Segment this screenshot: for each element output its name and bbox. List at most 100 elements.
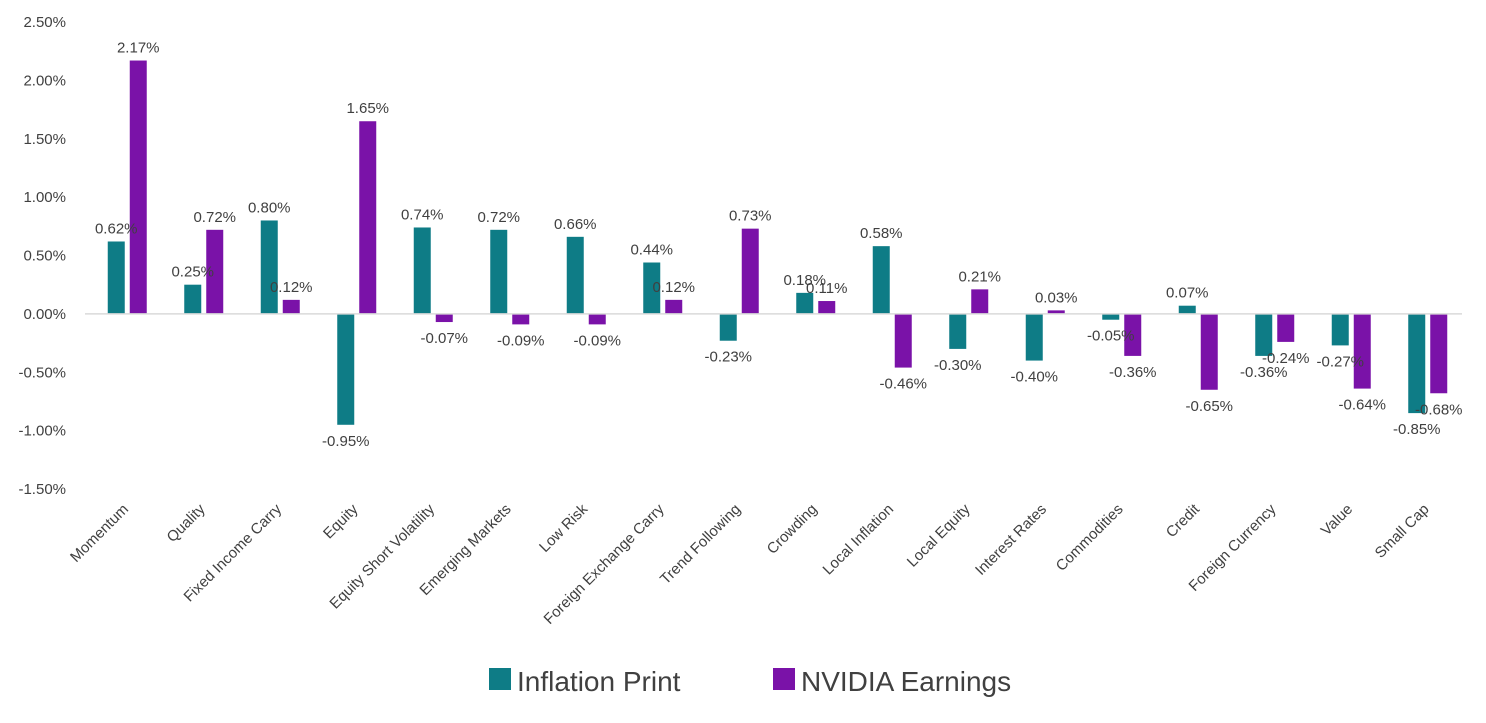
y-tick-label: 0.00% [23, 306, 66, 323]
data-label: 0.11% [806, 280, 847, 297]
data-labels: 0.62% 2.17% 0.25% 0.72% 0.80% 0.12% -0.95% 1.65… [95, 40, 1463, 450]
bar-nvidia-earnings [665, 299, 683, 314]
data-label: 0.74% [401, 206, 444, 223]
data-label: -0.68% [1415, 401, 1463, 418]
x-tick-label: Crowding [764, 501, 821, 558]
data-label: 0.07% [1166, 285, 1209, 302]
bar-inflation-print [1408, 313, 1426, 414]
x-tick-label: Momentum [67, 501, 132, 566]
bar-inflation-print [260, 220, 278, 314]
bar-nvidia-earnings [1430, 313, 1448, 394]
data-label: 0.58% [860, 225, 903, 242]
data-label: 0.18% [783, 272, 826, 289]
x-tick-label: Interest Rates [972, 501, 1050, 579]
bar-inflation-print [1102, 313, 1120, 320]
bar-nvidia-earnings [588, 313, 606, 325]
bar-nvidia-earnings [1200, 313, 1218, 390]
bar-nvidia-earnings [1124, 313, 1142, 356]
bar-inflation-print [1255, 313, 1273, 356]
data-label: -0.85% [1393, 421, 1441, 438]
x-tick-label: Credit [1163, 500, 1204, 541]
y-tick-label: 2.00% [23, 72, 66, 89]
bar-inflation-print [1025, 313, 1043, 361]
data-label: 0.12% [652, 279, 695, 296]
data-label: 0.72% [477, 209, 520, 226]
y-tick-label: -1.00% [18, 423, 66, 440]
data-label: 0.73% [729, 208, 772, 225]
data-label: 0.21% [958, 268, 1001, 285]
data-label: -0.09% [573, 332, 621, 349]
bar-inflation-print [490, 229, 508, 314]
bar-inflation-print [872, 246, 890, 314]
x-tick-label: Value [1318, 501, 1356, 539]
x-tick-label: Equity [320, 500, 362, 542]
data-label: 0.72% [193, 209, 236, 226]
data-label: -0.65% [1185, 398, 1233, 415]
y-tick-label: 1.00% [23, 189, 66, 206]
data-label: 0.80% [248, 199, 291, 216]
data-label: -0.24% [1262, 350, 1310, 367]
data-label: -0.46% [879, 376, 927, 393]
bar-nvidia-earnings [741, 228, 759, 314]
bar-nvidia-earnings [894, 313, 912, 368]
bar-inflation-print [949, 313, 967, 349]
data-label: -0.07% [420, 330, 468, 347]
data-label: -0.64% [1338, 397, 1386, 414]
data-label: -0.40% [1010, 369, 1058, 386]
y-tick-label: 0.50% [23, 248, 66, 265]
bar-inflation-print [1331, 313, 1349, 346]
data-label: 1.65% [346, 100, 389, 117]
x-tick-label: Local Equity [904, 500, 974, 570]
legend-label-inflation-print: Inflation Print [517, 666, 681, 697]
legend: Inflation Print NVIDIA Earnings [489, 666, 1011, 697]
data-label: 0.25% [171, 264, 214, 281]
bar-inflation-print [796, 292, 814, 314]
y-axis: 2.50% 2.00% 1.50% 1.00% 0.50% 0.00% -0.50% -1.0… [18, 14, 66, 498]
bar-nvidia-earnings [129, 60, 147, 314]
data-label: 0.44% [630, 242, 673, 259]
bar-inflation-print [643, 262, 661, 314]
x-tick-label: Small Cap [1372, 501, 1433, 562]
data-label: -0.30% [934, 357, 982, 374]
legend-swatch-inflation-print [489, 668, 511, 690]
y-tick-label: -1.50% [18, 481, 66, 498]
bar-nvidia-earnings [1353, 313, 1371, 389]
bar-nvidia-earnings [971, 289, 989, 314]
bar-inflation-print [184, 284, 202, 314]
bar-nvidia-earnings [282, 299, 300, 314]
data-label: -0.27% [1316, 353, 1364, 370]
bar-inflation-print [1178, 305, 1196, 314]
bar-nvidia-earnings [206, 229, 224, 314]
bar-nvidia-earnings [435, 313, 453, 323]
data-label: -0.36% [1109, 364, 1157, 381]
data-label: -0.05% [1087, 328, 1135, 345]
x-tick-label: Quality [164, 500, 209, 545]
bars [107, 60, 1448, 425]
x-tick-label: Trend Following [657, 501, 744, 588]
bar-nvidia-earnings [1047, 310, 1065, 314]
y-tick-label: 2.50% [23, 14, 66, 31]
data-label: -0.23% [704, 349, 752, 366]
bar-inflation-print [337, 313, 355, 425]
legend-label-nvidia-earnings: NVIDIA Earnings [801, 666, 1011, 697]
bar-nvidia-earnings [1277, 313, 1295, 342]
y-tick-label: 1.50% [23, 131, 66, 148]
data-label: -0.36% [1240, 364, 1288, 381]
data-label: 0.12% [270, 279, 313, 296]
bar-inflation-print [566, 236, 584, 314]
data-label: -0.09% [497, 332, 545, 349]
bar-inflation-print [719, 313, 737, 341]
data-label: 0.03% [1035, 289, 1078, 306]
bar-nvidia-earnings [359, 121, 377, 314]
bar-nvidia-earnings [818, 301, 836, 314]
legend-swatch-nvidia-earnings [773, 668, 795, 690]
data-label: 2.17% [117, 40, 160, 57]
x-tick-label: Commodities [1053, 501, 1127, 575]
x-tick-label: Local Inflation [820, 501, 897, 578]
data-label: 0.66% [554, 216, 597, 233]
data-label: -0.95% [322, 433, 370, 450]
bar-inflation-print [107, 241, 125, 314]
bar-nvidia-earnings [512, 313, 530, 325]
